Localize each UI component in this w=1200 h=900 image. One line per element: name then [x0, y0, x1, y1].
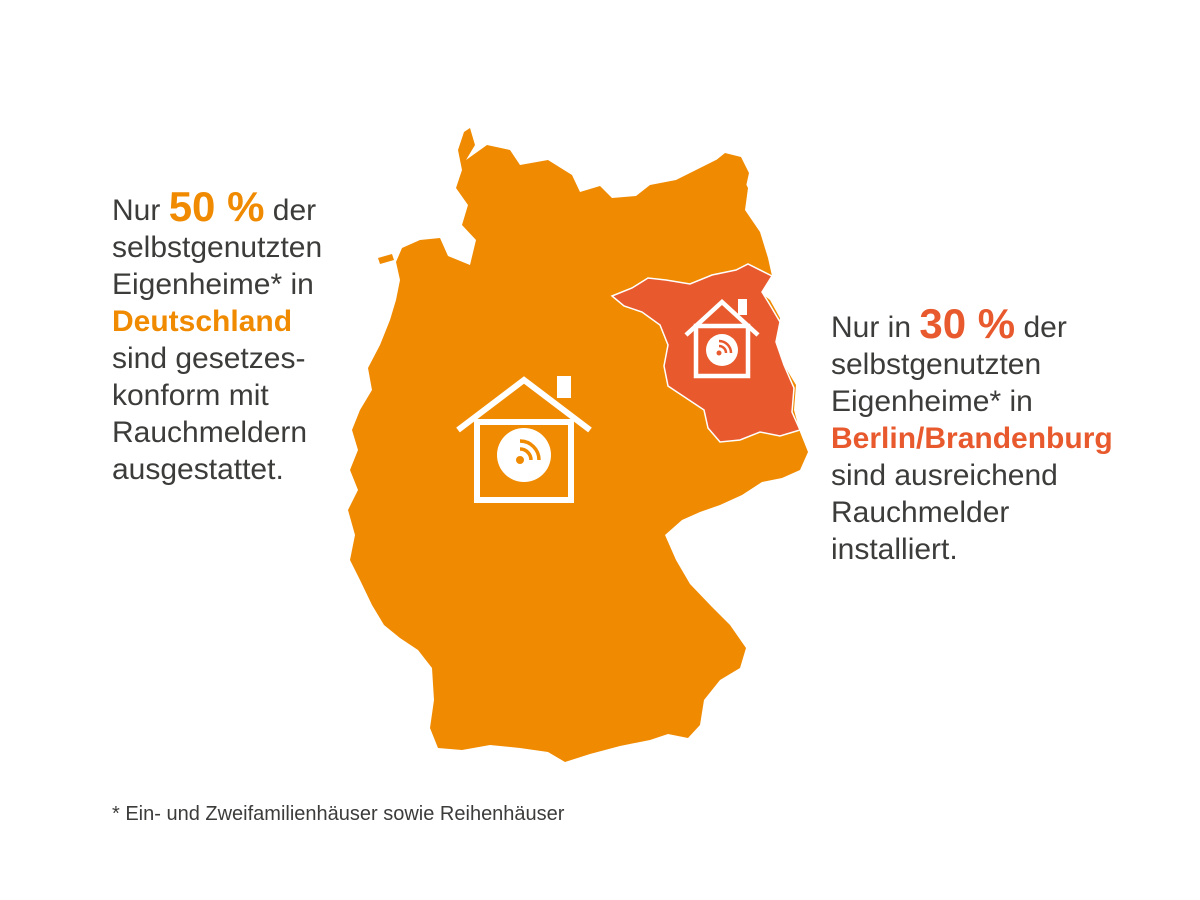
brandenburg-region-label: Berlin/Brandenburg: [831, 422, 1113, 455]
brandenburg-percent: 30 %: [919, 300, 1016, 347]
brandenburg-statement: Nur in 30 % der selbstgenutzten Eigenhei…: [831, 303, 1131, 568]
brandenburg-statement-line-3: Eigenheime* in: [831, 385, 1033, 418]
germany-statement-line-5: sind gesetzes-: [112, 342, 306, 375]
germany-statement: Nur 50 % der selbstgenutzten Eigenheime*…: [112, 186, 352, 488]
germany-statement-line-6: konform mit: [112, 379, 269, 412]
brandenburg-suffix: der: [1023, 311, 1067, 344]
brandenburg-statement-line-6: Rauchmelder: [831, 496, 1010, 529]
brandenburg-statement-line-2: selbstgenutzten: [831, 348, 1042, 381]
berlin-brandenburg-shape: [610, 263, 802, 443]
germany-shape: [348, 128, 808, 762]
brandenburg-statement-line-5: sind ausreichend: [831, 459, 1058, 492]
germany-statement-line-7: Rauchmeldern: [112, 416, 308, 449]
germany-statement-line-2: selbstgenutzten: [112, 231, 323, 264]
brandenburg-statement-line-1: Nur in 30 % der: [831, 303, 1131, 346]
baltic-island: [710, 153, 749, 195]
germany-smoke-detector-icon: [497, 428, 551, 482]
germany-percent: 50 %: [168, 183, 265, 230]
germany-house-icon: [456, 376, 592, 503]
germany-statement-line-3: Eigenheime* in: [112, 268, 314, 301]
germany-prefix: Nur: [112, 194, 161, 227]
footnote: * Ein- und Zweifamilienhäuser sowie Reih…: [112, 803, 565, 825]
brandenburg-statement-line-7: installiert.: [831, 533, 958, 566]
brandenburg-smoke-detector-icon: [706, 334, 738, 366]
brandenburg-prefix: Nur in: [831, 311, 912, 344]
brandenburg-house-icon: [684, 298, 760, 379]
north-sea-islands: [378, 244, 419, 264]
germany-suffix: der: [272, 194, 317, 227]
germany-statement-line-1: Nur 50 % der: [112, 186, 352, 229]
germany-statement-line-8: ausgestattet.: [112, 453, 284, 486]
germany-region-label: Deutschland: [112, 305, 293, 338]
